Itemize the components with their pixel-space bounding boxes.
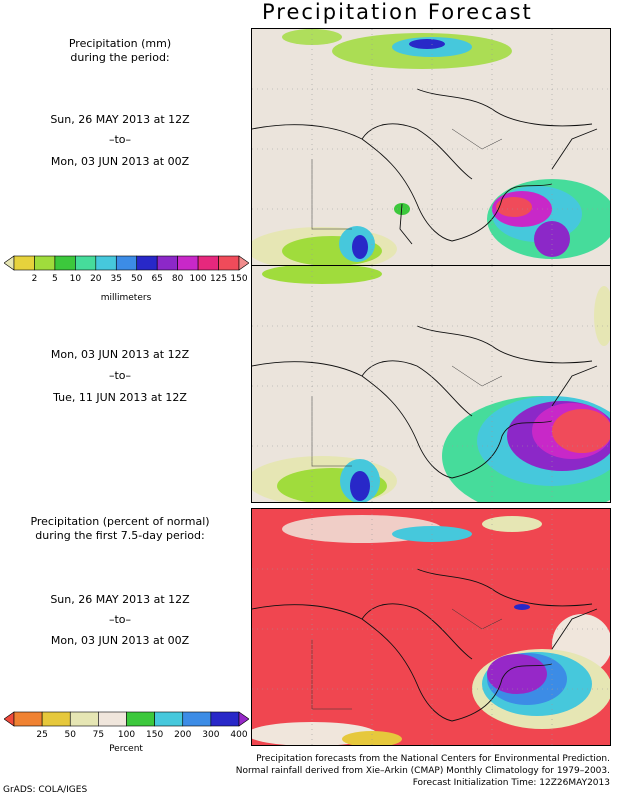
colorbar-pct-swatch bbox=[3, 711, 15, 727]
map-2-coastlines bbox=[252, 325, 598, 479]
panel3-heading-line1: Precipitation (percent of normal) bbox=[30, 515, 210, 528]
colorbar-mm-swatch bbox=[13, 255, 35, 271]
colorbar-mm-swatch bbox=[238, 255, 250, 271]
panel1-heading: Precipitation (mm) during the period: bbox=[0, 37, 240, 65]
map-2-grid bbox=[252, 266, 610, 502]
colorbar-mm-swatch bbox=[136, 255, 158, 271]
map-1-precip bbox=[252, 29, 610, 265]
panel1-heading-line1: Precipitation (mm) bbox=[68, 37, 172, 50]
colorbar-pct-tick-label: 150 bbox=[146, 730, 163, 740]
colorbar-pct-swatch bbox=[41, 711, 71, 727]
colorbar-mm-swatch bbox=[197, 255, 219, 271]
panel3-start: Sun, 26 MAY 2013 at 12Z bbox=[50, 593, 190, 606]
colorbar-pct-swatch bbox=[13, 711, 43, 727]
colorbar-pct-swatch bbox=[126, 711, 155, 727]
colorbar-pct-swatches: 255075100150200300400600 bbox=[3, 711, 276, 740]
colorbar-mm-swatch bbox=[156, 255, 178, 271]
colorbar-pct-swatch bbox=[182, 711, 212, 727]
panel1-heading-line2: during the period: bbox=[70, 51, 170, 64]
colorbar-mm-tick-label: 5 bbox=[52, 274, 58, 284]
colorbar-mm-swatch bbox=[177, 255, 199, 271]
footer-line1: Precipitation forecasts from the Nationa… bbox=[256, 754, 610, 764]
colorbar-mm-tick-label: 10 bbox=[70, 274, 82, 284]
panel2-end: Tue, 11 JUN 2013 at 12Z bbox=[53, 391, 187, 404]
grads-credit: GrADS: COLA/IGES bbox=[3, 785, 88, 795]
colorbar-mm-tick-label: 50 bbox=[131, 274, 143, 284]
panel3-to: –to– bbox=[108, 613, 132, 626]
colorbar-mm-tick-label: 125 bbox=[210, 274, 227, 284]
colorbar-mm-swatch bbox=[75, 255, 97, 271]
colorbar-mm-tick-label: 2 bbox=[32, 274, 38, 284]
panel1-start: Sun, 26 MAY 2013 at 12Z bbox=[50, 113, 190, 126]
panel1-end: Mon, 03 JUN 2013 at 00Z bbox=[50, 155, 190, 168]
colorbar-mm-swatch bbox=[54, 255, 76, 271]
map-3-canvas bbox=[252, 509, 610, 745]
colorbar-pct-unit: Percent bbox=[109, 744, 143, 754]
map-1-canvas bbox=[252, 29, 610, 265]
panel1-to: –to– bbox=[108, 133, 132, 146]
footer-line3: Forecast Initialization Time: 12Z26MAY20… bbox=[412, 778, 610, 788]
colorbar-pct-tick-label: 400 bbox=[230, 730, 247, 740]
colorbar-pct-tick-label: 50 bbox=[65, 730, 77, 740]
map-3-grid bbox=[252, 509, 610, 745]
footer-credits: Precipitation forecasts from the Nationa… bbox=[236, 753, 610, 789]
colorbar-mm-tick-label: 150 bbox=[230, 274, 247, 284]
map-2-canvas bbox=[252, 266, 610, 502]
colorbar-mm-tick-label: 65 bbox=[151, 274, 162, 284]
colorbar-mm-swatch bbox=[95, 255, 117, 271]
colorbar-mm-tick-label: 20 bbox=[90, 274, 102, 284]
colorbar-pct-tick-label: 200 bbox=[174, 730, 191, 740]
colorbar-mm-tick-label: 80 bbox=[172, 274, 184, 284]
panel2-start: Mon, 03 JUN 2013 at 12Z bbox=[50, 348, 190, 361]
panel3-end: Mon, 03 JUN 2013 at 00Z bbox=[50, 634, 190, 647]
page-title: Precipitation Forecast bbox=[262, 0, 533, 24]
colorbar-pct-tick-label: 100 bbox=[118, 730, 135, 740]
map-2-precip bbox=[252, 266, 610, 502]
panel3-heading: Precipitation (percent of normal) during… bbox=[0, 515, 240, 543]
colorbar-mm-swatch bbox=[34, 255, 56, 271]
colorbar-pct-swatch bbox=[238, 711, 250, 727]
colorbar-mm-tick-label: 100 bbox=[189, 274, 206, 284]
colorbar-mm-swatch bbox=[3, 255, 15, 271]
colorbar-pct-swatch bbox=[98, 711, 127, 727]
colorbar-pct: 255075100150200300400600 bbox=[3, 708, 276, 750]
map-panel-3 bbox=[251, 508, 611, 746]
colorbar-pct-tick-label: 75 bbox=[93, 730, 104, 740]
colorbar-pct-tick-label: 25 bbox=[36, 730, 47, 740]
colorbar-pct-tick-label: 300 bbox=[202, 730, 219, 740]
colorbar-mm-unit: millimeters bbox=[100, 293, 152, 303]
colorbar-pct-swatch bbox=[210, 711, 240, 727]
map-3-percent bbox=[252, 515, 610, 745]
map-panel-1 bbox=[251, 28, 611, 266]
colorbar-mm-tick-label: 35 bbox=[111, 274, 122, 284]
panel2-to: –to– bbox=[108, 369, 132, 382]
map-panel-2 bbox=[251, 265, 611, 503]
map-1-coastlines bbox=[252, 88, 598, 245]
colorbar-pct-swatch bbox=[69, 711, 99, 727]
colorbar-pct-swatch bbox=[154, 711, 184, 727]
panel3-heading-line2: during the first 7.5-day period: bbox=[35, 529, 205, 542]
footer-line2: Normal rainfall derived from Xie–Arkin (… bbox=[235, 766, 610, 776]
map-1-grid bbox=[252, 29, 610, 265]
colorbar-mm-swatch bbox=[218, 255, 240, 271]
colorbar-mm-swatch bbox=[115, 255, 138, 271]
